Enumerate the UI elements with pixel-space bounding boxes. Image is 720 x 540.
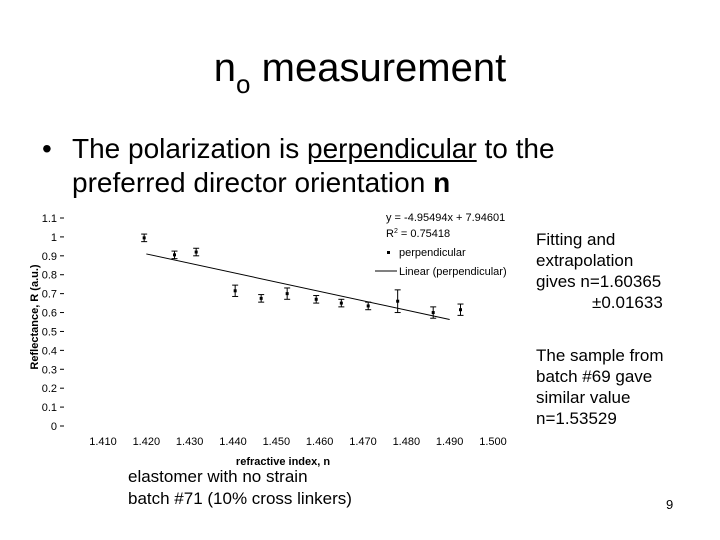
bullet-text-pre: The polarization is (72, 133, 308, 164)
y-tick-label: 0.9 (42, 251, 57, 263)
fit-note: Fitting and extrapolation gives n=1.6036… (536, 229, 663, 313)
sample-note-line-4: n=1.53529 (536, 409, 617, 428)
x-tick-label: 1.490 (436, 436, 464, 448)
sample-note: The sample from batch #69 gave similar v… (536, 345, 664, 429)
r2-superscript: 2 (394, 228, 398, 235)
point-marker (259, 296, 263, 300)
x-tick-label: 1.430 (176, 436, 204, 448)
fit-note-line-4: ±0.01633 (592, 293, 663, 312)
y-tick-label: 0.1 (42, 402, 57, 414)
y-tick-label: 0 (51, 421, 57, 433)
y-tick-label: 0.6 (42, 308, 57, 320)
data-point (430, 306, 437, 319)
data-point (232, 284, 239, 297)
point-marker (285, 292, 289, 296)
data-point (141, 233, 148, 243)
y-tick-label: 1.1 (42, 213, 57, 225)
page-number: 9 (666, 497, 674, 512)
data-point (338, 298, 345, 308)
legend-marker (387, 251, 390, 254)
x-tick-label: 1.460 (306, 436, 334, 448)
data-point (394, 289, 401, 314)
point-marker (339, 301, 343, 305)
r2-value: = 0.75418 (398, 228, 450, 240)
y-tick-label: 0.3 (42, 364, 57, 376)
data-point (258, 294, 265, 303)
sample-note-line-2: batch #69 gave (536, 367, 653, 386)
bullet-icon: • (42, 133, 52, 164)
sample-note-line-3: similar value (536, 388, 631, 407)
x-tick-label: 1.410 (89, 436, 117, 448)
y-axis-title: Reflectance, R (a.u.) (29, 264, 41, 369)
y-axis: 0 0.1 0.2 0.3 0.4 0.5 0.6 0.7 0.8 0.9 1 1.1 (42, 213, 64, 433)
r-squared: R2 = 0.75418 (386, 228, 450, 240)
title-rest: measurement (250, 46, 507, 90)
point-marker (142, 236, 146, 240)
data-point (457, 303, 464, 316)
x-tick-label: 1.480 (393, 436, 421, 448)
bullet-text-mid: to the preferred director orientation (72, 133, 555, 198)
title-subscript: o (236, 69, 251, 99)
x-axis-title: refractive index, n (236, 456, 330, 468)
sample-note-line-1: The sample from (536, 346, 664, 365)
footnote-line-2: batch #71 (10% cross linkers) (128, 489, 352, 508)
x-axis: 1.410 1.420 1.430 1.440 1.450 1.460 1.470 1.480… (89, 436, 507, 448)
trendline (146, 253, 450, 321)
point-marker (173, 253, 176, 257)
x-tick-label: 1.450 (263, 436, 291, 448)
bullet-text-underlined: perpendicular (307, 133, 477, 164)
point-marker (194, 250, 198, 254)
point-marker (396, 299, 400, 303)
point-marker (366, 304, 370, 308)
legend-label-perpendicular: perpendicular (399, 247, 466, 259)
y-tick-label: 0.4 (42, 345, 57, 357)
fit-note-line-2: extrapolation (536, 251, 634, 270)
data-point (284, 287, 291, 300)
y-tick-label: 0.7 (42, 289, 57, 301)
data-point (171, 250, 178, 260)
y-tick-label: 0.2 (42, 383, 57, 395)
y-tick-label: 1 (51, 232, 57, 244)
title-n: n (213, 46, 237, 90)
legend: perpendicular Linear (perpendicular) (375, 247, 507, 278)
x-tick-label: 1.420 (133, 436, 161, 448)
y-tick-label: 0.8 (42, 270, 57, 282)
x-tick-label: 1.470 (349, 436, 377, 448)
fit-note-line-3: gives n=1.60365 (536, 272, 662, 291)
fit-note-line-1: Fitting and (536, 230, 616, 249)
footnote-line-1: elastomer with no strain (128, 467, 308, 486)
trend-equation: y = -4.95494x + 7.94601 (386, 212, 505, 224)
data-points (141, 233, 464, 319)
data-point (313, 295, 320, 304)
point-marker (431, 311, 435, 315)
trendline-path (146, 253, 450, 321)
y-tick-label: 0.5 (42, 326, 57, 338)
point-marker (459, 308, 462, 312)
bullet-text-bold: n (433, 167, 451, 198)
data-point (193, 247, 200, 257)
point-marker (314, 297, 318, 301)
x-tick-label: 1.500 (479, 436, 507, 448)
reflectance-chart: 00.10.20.30.40.50.60.70.80.911.1 1.410 1.… (29, 212, 507, 468)
bullet-text: The polarization is perpendicular to the… (72, 132, 672, 200)
sample-footnote: elastomer with no strain batch #71 (10% … (128, 466, 352, 510)
slide-title: no measurement (0, 44, 720, 108)
r2-label: R (386, 228, 394, 240)
x-tick-label: 1.440 (219, 436, 247, 448)
point-marker (233, 289, 237, 293)
legend-label-linear: Linear (perpendicular) (399, 266, 507, 278)
data-point (365, 301, 372, 311)
